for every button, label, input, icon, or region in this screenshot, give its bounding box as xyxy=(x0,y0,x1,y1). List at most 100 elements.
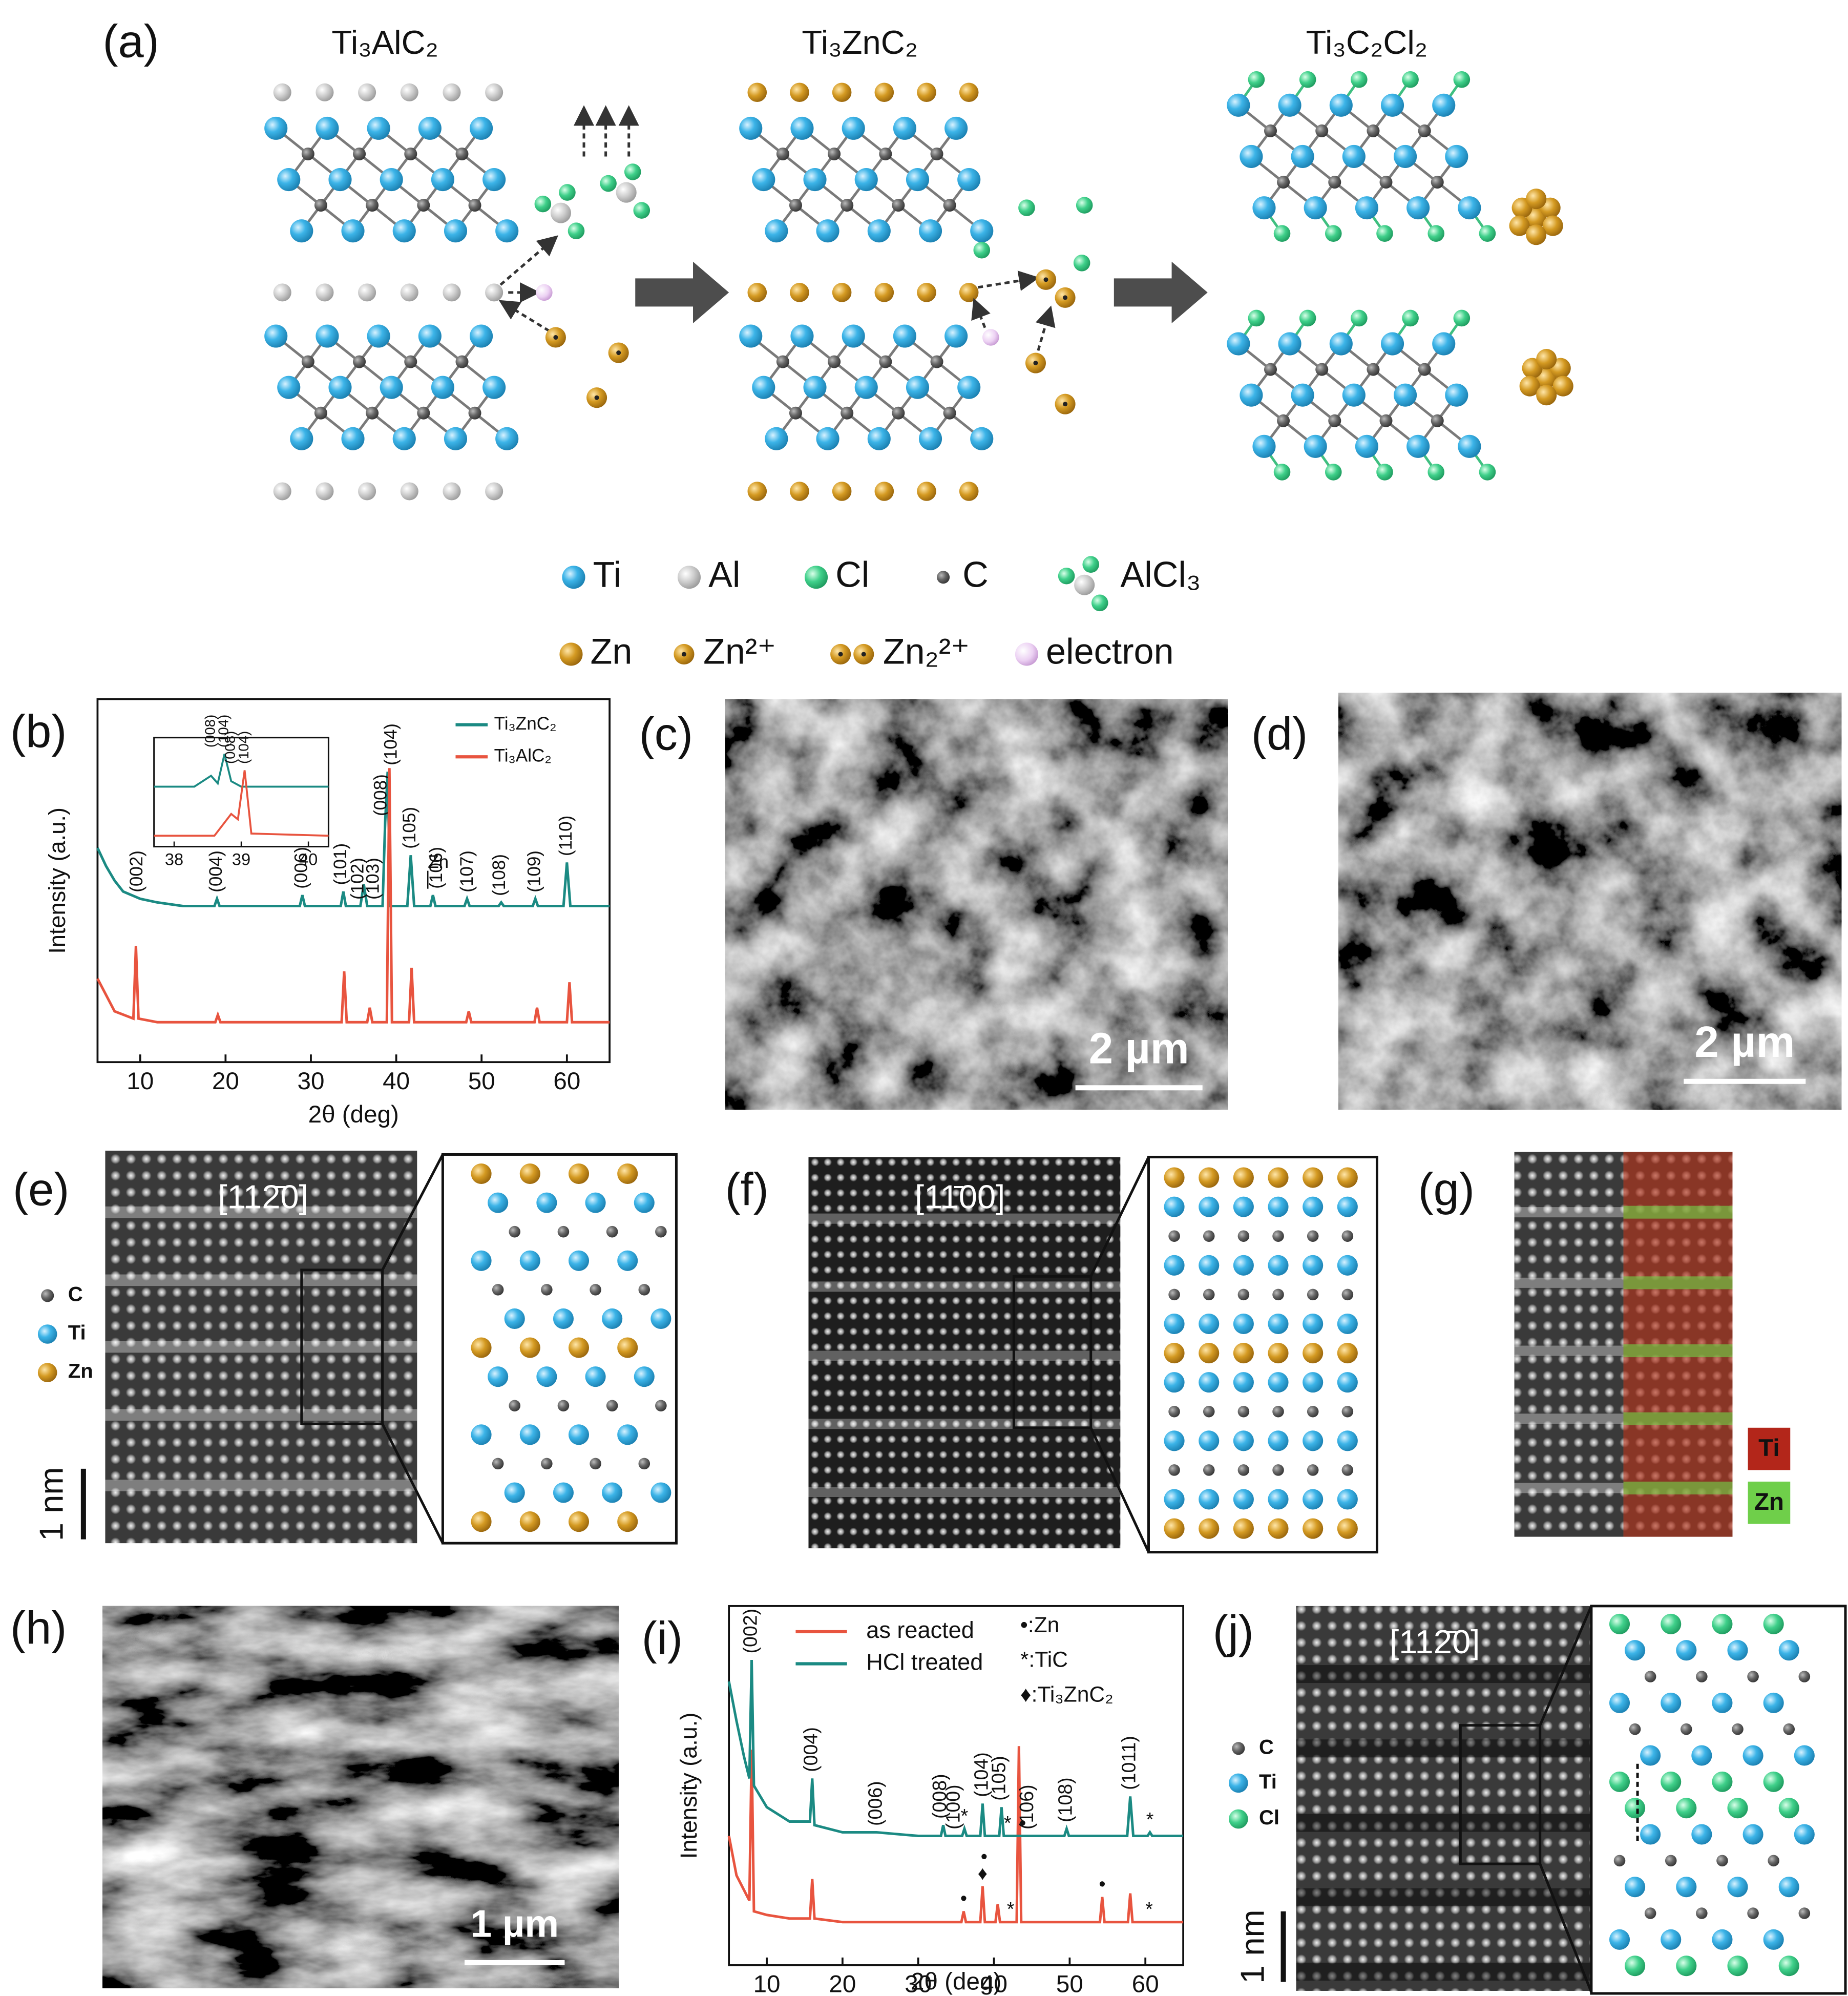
atom-zn xyxy=(1233,1518,1254,1539)
lattice-band xyxy=(105,1480,417,1491)
atom-ti xyxy=(1233,1196,1254,1217)
lattice-band xyxy=(1623,1481,1733,1494)
atom-zn xyxy=(1199,1518,1220,1539)
atom-c xyxy=(1367,124,1380,137)
atom-ti xyxy=(431,376,454,399)
atom-c xyxy=(1272,1464,1284,1476)
atom-zn xyxy=(959,82,979,102)
atom-al xyxy=(443,83,461,101)
atom-cl xyxy=(534,195,552,213)
peak-label: (101) xyxy=(330,843,350,885)
legend-label: Al xyxy=(708,554,740,594)
atom-ti xyxy=(1164,1196,1185,1217)
atom-ti xyxy=(1278,93,1301,117)
atom-ti xyxy=(617,1424,638,1445)
atom-ti xyxy=(341,427,365,450)
atom-cl xyxy=(1402,309,1419,327)
atom-ti xyxy=(1233,1489,1254,1510)
atom-zn xyxy=(874,82,894,102)
atom-c xyxy=(1328,176,1341,189)
sem-image xyxy=(725,699,1228,1110)
x-tick-label: 50 xyxy=(468,1068,495,1095)
atom-ti xyxy=(504,1482,525,1503)
lattice-band xyxy=(1623,1412,1733,1425)
atom-cl xyxy=(1453,309,1471,327)
atom-ti xyxy=(536,1366,557,1387)
atom-ti xyxy=(893,324,916,348)
atom-c xyxy=(590,1458,601,1470)
atom-c xyxy=(1203,1405,1215,1418)
lattice-band xyxy=(1296,1962,1591,1981)
atom-c xyxy=(1696,1907,1708,1919)
zoom-box xyxy=(1012,1275,1093,1429)
atom-ti xyxy=(1233,1372,1254,1393)
atom-cl xyxy=(559,184,576,201)
atom-c xyxy=(1367,363,1380,376)
peak-label: (106) xyxy=(1016,1784,1037,1829)
atom-c xyxy=(1277,176,1290,189)
charge-dot xyxy=(1043,277,1048,282)
atom-c xyxy=(1341,1288,1354,1301)
peak-label: (104) xyxy=(381,723,401,765)
atom-c xyxy=(301,147,314,160)
atom-c xyxy=(1379,414,1393,427)
atom-ti xyxy=(1640,1745,1661,1766)
atom-c xyxy=(492,1458,504,1470)
xrd-curve xyxy=(96,772,610,908)
atom-ti xyxy=(1199,1430,1220,1451)
atom-ti xyxy=(418,324,442,348)
peak-label: (103) xyxy=(363,858,383,900)
atom-al xyxy=(400,83,418,101)
atom-ti xyxy=(1268,1489,1289,1510)
charge-dot xyxy=(1063,402,1068,407)
atom-ti xyxy=(380,168,403,192)
atom-ti xyxy=(1240,383,1263,407)
atom-zn xyxy=(519,1163,540,1184)
atom-ti xyxy=(1445,144,1468,169)
legend-label: Ti xyxy=(68,1322,86,1344)
legend-label: Zn xyxy=(1754,1488,1784,1515)
atom-c xyxy=(789,199,802,212)
atom-ti xyxy=(553,1308,574,1329)
atom-cl xyxy=(1091,594,1108,612)
atom-zn xyxy=(519,1337,540,1358)
peak-marker: * xyxy=(1146,1808,1154,1830)
atom-ti xyxy=(1661,1692,1682,1713)
atom-ti xyxy=(1458,196,1481,220)
peak-label: (006) xyxy=(291,847,311,889)
atom-ti xyxy=(918,219,942,243)
marker-key: *:TiC xyxy=(1020,1648,1068,1672)
atom-ti xyxy=(1304,196,1327,220)
atom-c xyxy=(404,355,417,368)
line xyxy=(1089,1156,1150,1277)
atom-ti xyxy=(1406,196,1430,220)
atom-ti xyxy=(1252,434,1276,458)
atom-zn xyxy=(917,82,936,102)
atom-zn xyxy=(1268,1343,1289,1364)
atom-zn xyxy=(1552,376,1573,397)
atom-ti xyxy=(1778,1640,1799,1661)
charge-dot xyxy=(594,395,599,400)
panel-label: (a) xyxy=(102,15,159,67)
atom-ti xyxy=(1268,1196,1289,1217)
atom-c xyxy=(930,147,943,160)
atom-c xyxy=(1168,1405,1180,1418)
scale-bar-label: 1 nm xyxy=(32,1467,70,1541)
atom-c xyxy=(1237,1405,1250,1418)
panel-label: (f) xyxy=(725,1163,769,1215)
peak-label: (109) xyxy=(524,850,544,892)
legend-label: Ti xyxy=(1259,1771,1277,1793)
atom-ti xyxy=(1355,434,1378,458)
atom-c xyxy=(789,406,802,420)
atom-ti xyxy=(893,116,916,140)
atom-zn xyxy=(790,283,809,302)
atom-ti xyxy=(1394,383,1417,407)
atom-c xyxy=(1644,1671,1656,1682)
x-tick-label: 50 xyxy=(1056,1971,1083,1996)
scale-bar-label: 2 µm xyxy=(1694,1018,1795,1067)
atom-zn xyxy=(1536,368,1557,389)
legend-label: Zn xyxy=(68,1360,93,1383)
atom-cl xyxy=(1712,1613,1733,1634)
atom-ti xyxy=(957,168,981,192)
atom-zn xyxy=(874,482,894,501)
